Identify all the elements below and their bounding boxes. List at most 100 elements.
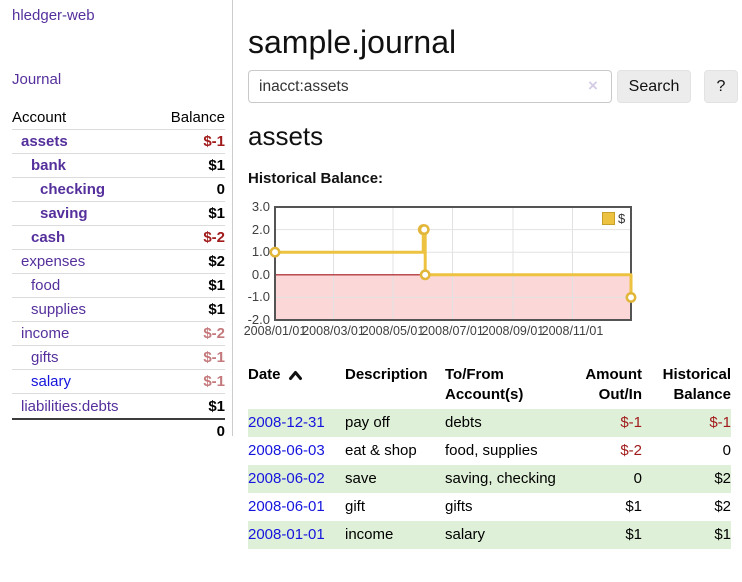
account-link-assets[interactable]: assets xyxy=(21,133,68,150)
account-link-salary[interactable]: salary xyxy=(31,373,72,390)
page-title: sample.journal xyxy=(248,24,457,61)
account-link-income[interactable]: income xyxy=(21,325,70,342)
y-axis-tick-label: 1.0 xyxy=(251,244,270,260)
account-balance: $1 xyxy=(208,205,225,222)
account-link-expenses[interactable]: expenses xyxy=(21,253,86,270)
transaction-amount: $1 xyxy=(625,498,642,515)
amount-header-line2: Out/In xyxy=(598,386,642,403)
transaction-date-link[interactable]: 2008-12-31 xyxy=(248,414,325,431)
search-button[interactable]: Search xyxy=(617,70,691,103)
accounts-total-balance: 0 xyxy=(216,422,225,440)
tofrom-column-header: To/From Account(s) xyxy=(445,365,580,405)
transaction-accounts: debts xyxy=(445,414,482,431)
accounts-table: Account Balance assets $-1 bank $1 check… xyxy=(12,106,225,442)
transaction-date-link[interactable]: 2008-06-01 xyxy=(248,498,325,515)
app-title-link[interactable]: hledger-web xyxy=(12,7,95,24)
transaction-amount: $-2 xyxy=(620,442,642,459)
register-row: 2008-06-01 gift gifts $1 $2 xyxy=(248,493,731,521)
account-balance: $-1 xyxy=(203,373,225,390)
account-link-saving[interactable]: saving xyxy=(40,205,88,222)
account-row: supplies $1 xyxy=(12,298,225,322)
sidebar-divider xyxy=(232,0,233,436)
account-row: income $-2 xyxy=(12,322,225,346)
account-row: salary $-1 xyxy=(12,370,225,394)
register-row: 2008-06-02 save saving, checking 0 $2 xyxy=(248,465,731,493)
x-axis-tick-label: 2008/03/01 xyxy=(302,324,365,338)
transaction-description: income xyxy=(345,526,394,543)
account-link-checking[interactable]: checking xyxy=(40,181,106,198)
accounts-table-header: Account Balance xyxy=(12,106,225,130)
transaction-accounts: gifts xyxy=(445,498,473,515)
data-point-marker[interactable] xyxy=(419,269,431,281)
chart-legend: $ xyxy=(602,211,625,226)
account-row: checking 0 xyxy=(12,178,225,202)
x-axis-tick-label: 2008/09/01 xyxy=(481,324,545,338)
data-point-marker[interactable] xyxy=(625,291,637,303)
account-link-gifts[interactable]: gifts xyxy=(31,349,59,366)
y-axis-tick-label: 0.0 xyxy=(251,266,270,282)
sort-ascending-icon xyxy=(288,371,302,380)
transaction-balance: 0 xyxy=(722,442,731,459)
y-axis-tick-label: 3.0 xyxy=(251,199,270,214)
account-balance: $1 xyxy=(208,397,225,415)
account-balance: $2 xyxy=(208,253,225,270)
main-content: sample.journal × Search ? assets Histori… xyxy=(244,0,742,582)
register-table: Date Description To/From Account(s) Amou… xyxy=(248,363,731,549)
balance-chart-plot[interactable] xyxy=(236,200,666,348)
x-axis-tick-label: 2008/01/01 xyxy=(243,324,307,338)
x-axis-tick-label: 2008/05/01 xyxy=(361,324,425,338)
data-point-marker[interactable] xyxy=(269,246,281,258)
account-row: expenses $2 xyxy=(12,250,225,274)
accounts-total-row: 0 xyxy=(12,418,225,442)
transaction-balance: $2 xyxy=(714,498,731,515)
series-color-swatch xyxy=(602,212,615,225)
series-label: $ xyxy=(618,211,626,226)
transaction-accounts: saving, checking xyxy=(445,470,556,487)
tofrom-header-line1: To/From xyxy=(445,366,504,383)
account-balance: $-2 xyxy=(203,229,225,246)
amount-column-header: Amount Out/In xyxy=(580,365,642,405)
search-input[interactable] xyxy=(248,70,612,103)
plot-border xyxy=(274,206,632,321)
register-header-row: Date Description To/From Account(s) Amou… xyxy=(248,363,731,409)
help-button[interactable]: ? xyxy=(704,70,738,103)
register-row: 2008-12-31 pay off debts $-1 $-1 xyxy=(248,409,731,437)
account-balance: $1 xyxy=(208,277,225,294)
y-axis-tick-label: -2.0 xyxy=(247,312,270,327)
account-row: assets $-1 xyxy=(12,130,225,154)
account-link-cash[interactable]: cash xyxy=(31,229,66,246)
balance-column-header: Balance xyxy=(170,109,225,126)
y-axis-tick-label: 2.0 xyxy=(251,221,270,237)
account-link-bank[interactable]: bank xyxy=(31,157,67,174)
tofrom-header-line2: Account(s) xyxy=(445,386,524,403)
sidebar-item-journal[interactable]: Journal xyxy=(12,71,62,88)
account-link-supplies[interactable]: supplies xyxy=(31,301,87,318)
transaction-date-link[interactable]: 2008-01-01 xyxy=(248,526,325,543)
chart-title: Historical Balance: xyxy=(248,170,384,187)
transaction-description: pay off xyxy=(345,414,390,431)
register-row: 2008-06-03 eat & shop food, supplies $-2… xyxy=(248,437,731,465)
transaction-balance: $1 xyxy=(714,526,731,543)
transaction-accounts: food, supplies xyxy=(445,442,538,459)
account-link-food[interactable]: food xyxy=(31,277,61,294)
date-column-header[interactable]: Date xyxy=(248,365,345,385)
account-balance: $1 xyxy=(208,301,225,318)
data-point-marker[interactable] xyxy=(418,224,430,236)
historical-balance-chart[interactable]: $ 3.0 2.0 1.0 0.0 -1.0 -2.0 2008/01/01 2008/03/… xyxy=(236,199,666,348)
transaction-balance: $2 xyxy=(714,470,731,487)
transaction-date-link[interactable]: 2008-06-03 xyxy=(248,442,325,459)
account-row: liabilities:debts $1 xyxy=(12,394,225,418)
account-row: saving $1 xyxy=(12,202,225,226)
transaction-amount: $1 xyxy=(625,526,642,543)
account-column-header: Account xyxy=(12,109,67,126)
x-axis-tick-label: 2008/07/01 xyxy=(421,324,484,338)
transaction-date-link[interactable]: 2008-06-02 xyxy=(248,470,325,487)
account-balance: $-2 xyxy=(203,325,225,342)
account-link-liabilities-debts[interactable]: liabilities:debts xyxy=(21,397,119,415)
clear-search-icon[interactable]: × xyxy=(588,76,598,95)
transaction-description: eat & shop xyxy=(345,442,417,459)
balance-column-header: Historical Balance xyxy=(642,365,731,405)
x-axis-tick-label: 2008/11/01 xyxy=(541,324,604,338)
y-axis-tick-label: -1.0 xyxy=(247,289,270,305)
account-page-heading: assets xyxy=(248,121,324,151)
